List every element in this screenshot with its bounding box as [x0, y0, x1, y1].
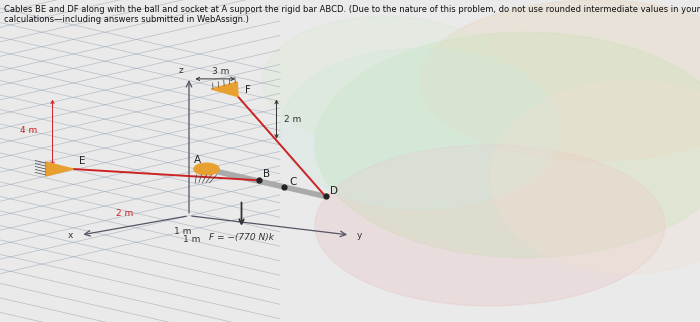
Ellipse shape — [490, 80, 700, 274]
Text: 1 m: 1 m — [174, 227, 191, 236]
Text: E: E — [79, 156, 85, 166]
Text: F: F — [245, 85, 251, 95]
Text: 2 m: 2 m — [284, 115, 301, 124]
Text: 1 m: 1 m — [183, 235, 201, 244]
Text: C: C — [289, 177, 297, 187]
Text: D: D — [330, 186, 337, 196]
Polygon shape — [211, 82, 238, 97]
Text: Cables BE and DF along with the ball and socket at A support the rigid bar ABCD.: Cables BE and DF along with the ball and… — [4, 5, 699, 24]
Text: x: x — [68, 231, 74, 240]
Text: 4 m: 4 m — [20, 126, 37, 135]
Text: 2 m: 2 m — [116, 209, 133, 218]
Text: F = −(770 N)k: F = −(770 N)k — [209, 233, 274, 242]
Text: B: B — [263, 169, 270, 179]
Text: 3 m: 3 m — [212, 67, 229, 76]
Ellipse shape — [262, 16, 508, 145]
Ellipse shape — [315, 145, 665, 306]
Text: y: y — [357, 231, 363, 240]
Text: A: A — [194, 155, 201, 165]
Polygon shape — [46, 162, 74, 176]
Ellipse shape — [315, 32, 700, 258]
Ellipse shape — [420, 0, 700, 161]
Text: z: z — [178, 66, 183, 75]
Circle shape — [194, 163, 219, 175]
Ellipse shape — [280, 48, 560, 209]
